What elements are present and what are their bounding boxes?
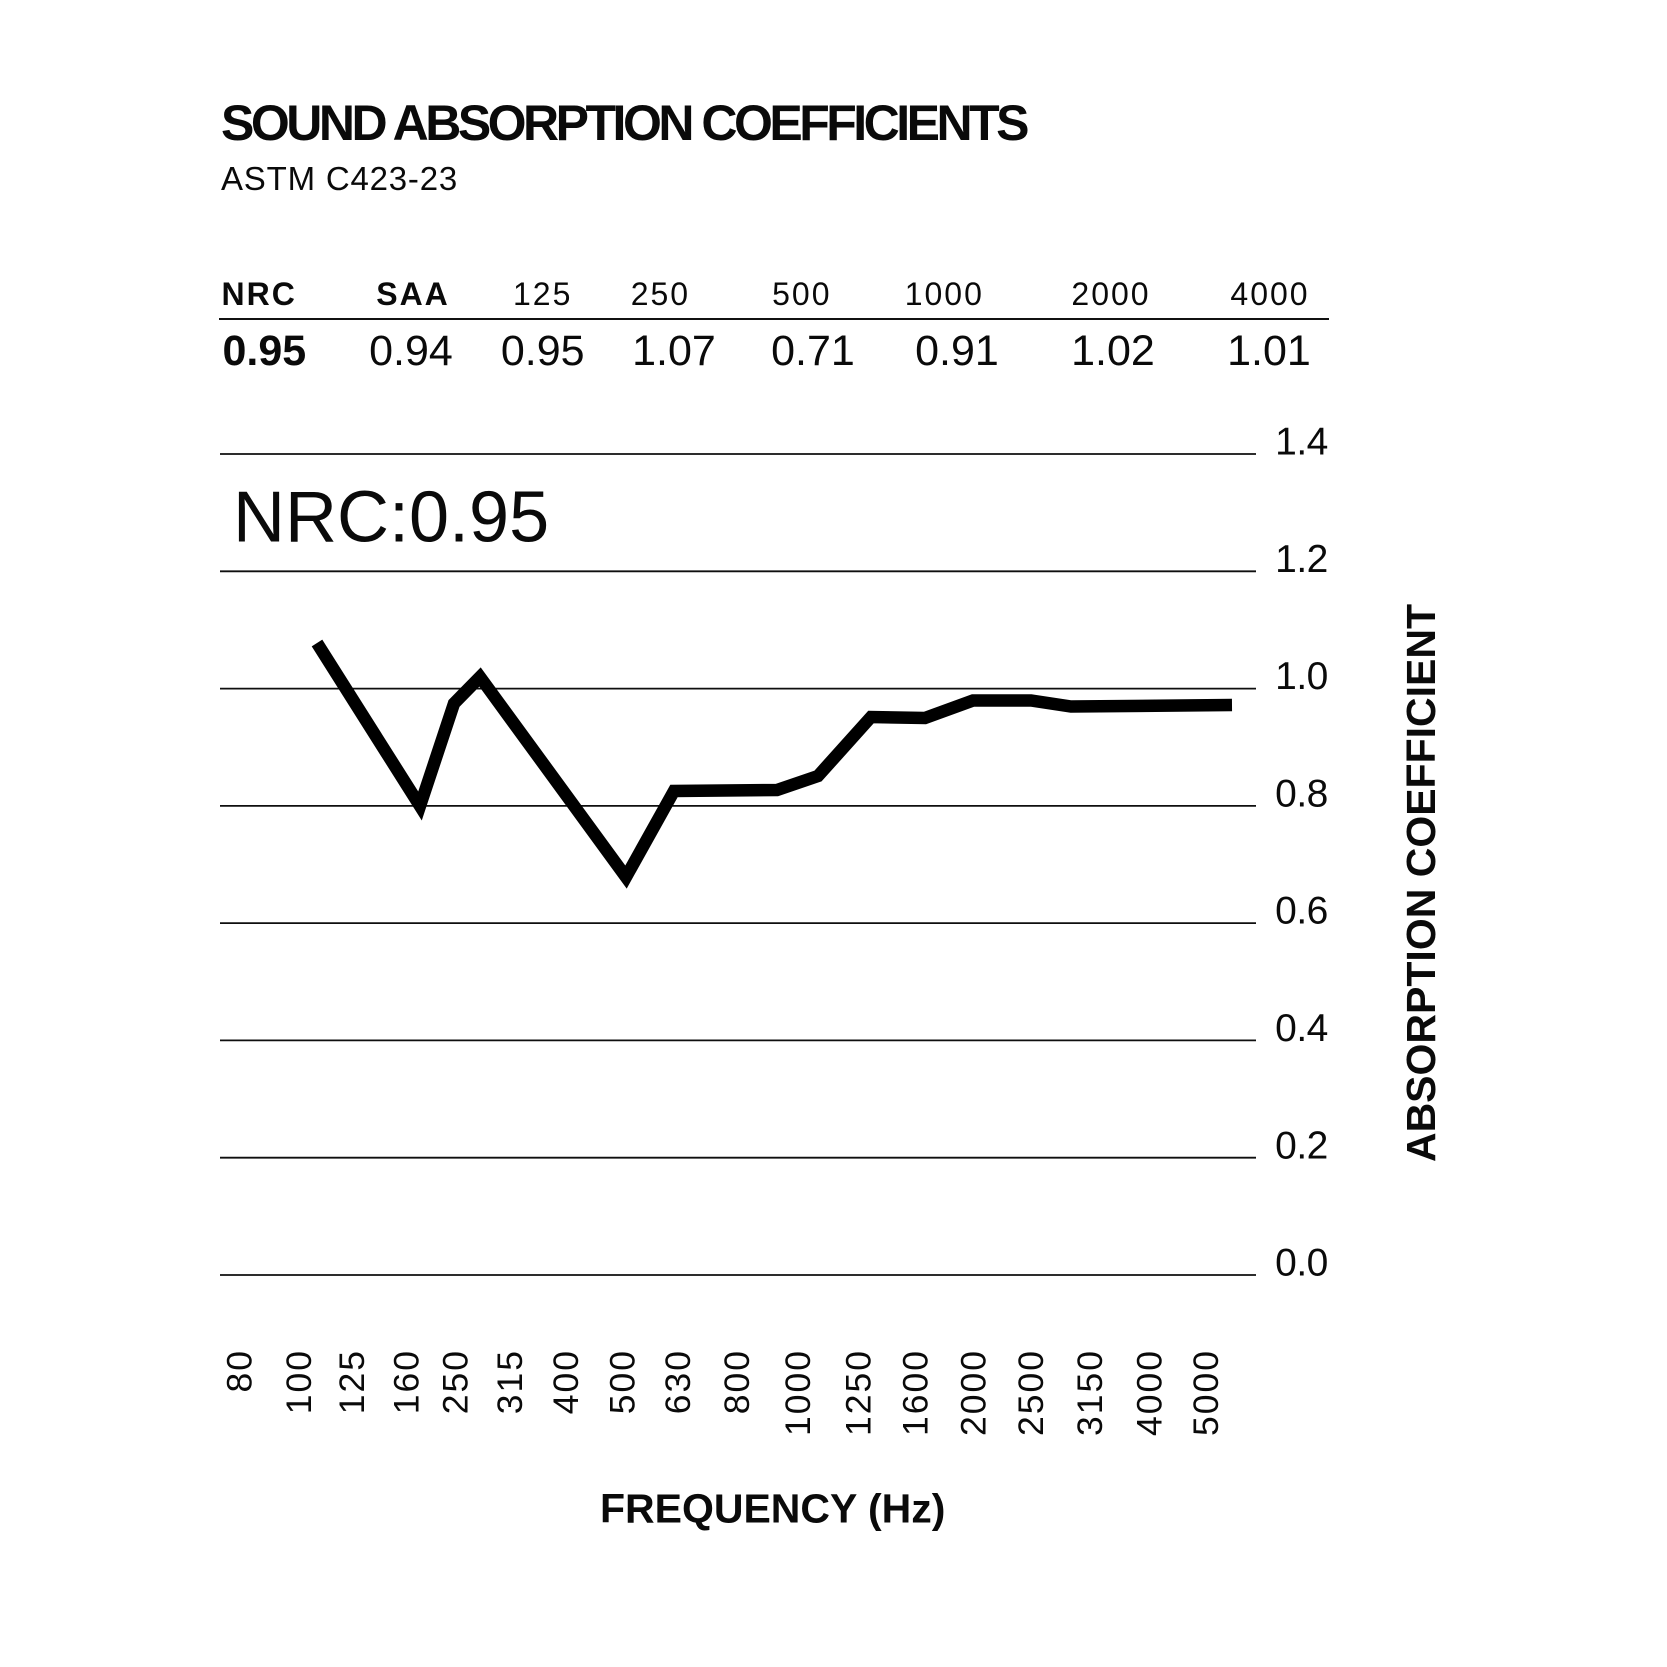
svg-text:SAA: SAA [376,276,450,312]
svg-text:1250: 1250 [839,1349,879,1436]
svg-text:0.95: 0.95 [223,327,307,375]
svg-text:125: 125 [513,276,572,312]
svg-text:1.01: 1.01 [1227,327,1311,375]
svg-text:1.4: 1.4 [1275,421,1328,464]
svg-text:2000: 2000 [1071,276,1150,312]
svg-text:0.2: 0.2 [1275,1124,1328,1167]
svg-text:630: 630 [658,1349,698,1414]
svg-text:NRC:0.95: NRC:0.95 [233,478,549,558]
svg-text:0.0: 0.0 [1275,1242,1328,1285]
svg-text:100: 100 [279,1349,319,1414]
svg-text:0.4: 0.4 [1275,1007,1328,1050]
svg-text:400: 400 [546,1349,586,1414]
svg-text:0.6: 0.6 [1275,890,1328,933]
svg-text:4000: 4000 [1130,1349,1170,1436]
svg-text:250: 250 [631,276,690,312]
svg-text:2500: 2500 [1011,1349,1051,1436]
svg-text:160: 160 [387,1349,427,1414]
svg-text:500: 500 [772,276,831,312]
svg-text:SOUND ABSORPTION COEFFICIENTS: SOUND ABSORPTION COEFFICIENTS [221,95,1028,151]
svg-text:1.2: 1.2 [1275,538,1328,581]
svg-text:315: 315 [490,1349,530,1414]
svg-text:0.94: 0.94 [369,327,453,375]
svg-text:500: 500 [603,1349,643,1414]
svg-text:4000: 4000 [1230,276,1309,312]
svg-text:800: 800 [717,1349,757,1414]
svg-text:1.07: 1.07 [632,327,716,375]
svg-text:250: 250 [436,1349,476,1414]
svg-text:0.8: 0.8 [1275,772,1328,815]
svg-text:0.71: 0.71 [771,327,855,375]
svg-text:ABSORPTION COEFFICIENT: ABSORPTION COEFFICIENT [1398,604,1444,1162]
svg-text:NRC: NRC [222,276,297,312]
svg-text:80: 80 [220,1349,260,1393]
svg-text:1.0: 1.0 [1275,655,1328,698]
svg-text:1.02: 1.02 [1071,327,1155,375]
svg-text:ASTM C423-23: ASTM C423-23 [221,160,458,197]
svg-text:1000: 1000 [905,276,984,312]
svg-text:3150: 3150 [1070,1349,1110,1436]
svg-text:5000: 5000 [1186,1349,1226,1436]
svg-text:2000: 2000 [954,1349,994,1436]
svg-text:0.95: 0.95 [501,327,585,375]
svg-text:0.91: 0.91 [915,327,999,375]
svg-text:1600: 1600 [896,1349,936,1436]
svg-text:1000: 1000 [778,1349,818,1436]
svg-text:FREQUENCY (Hz): FREQUENCY (Hz) [600,1486,945,1532]
svg-text:125: 125 [332,1349,372,1414]
